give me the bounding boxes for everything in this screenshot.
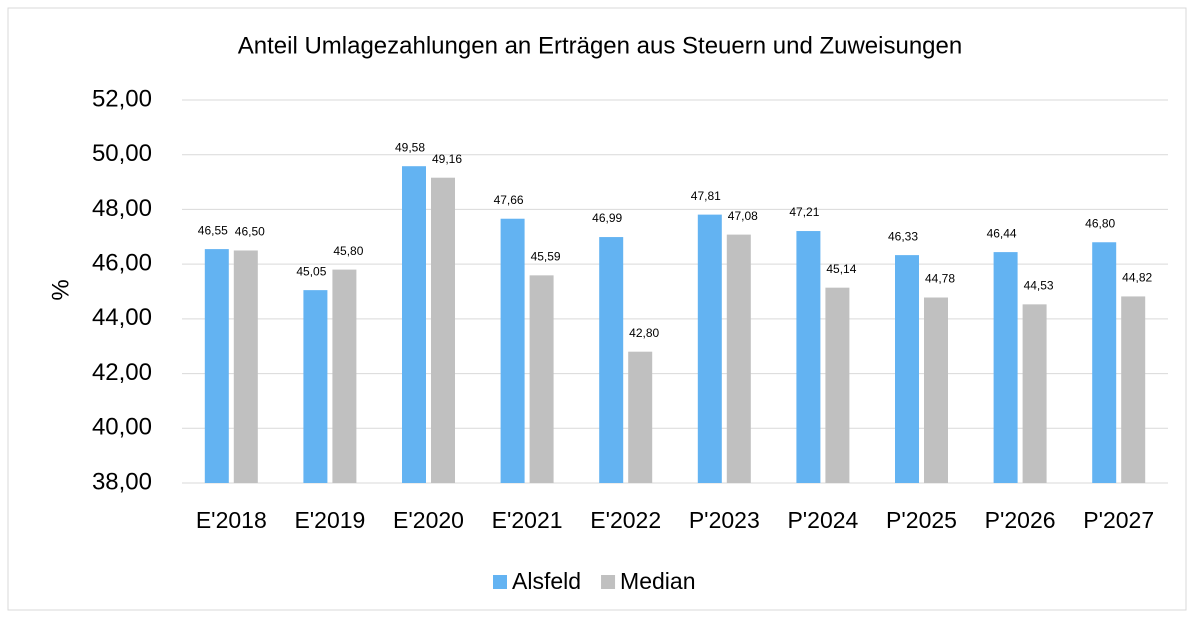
x-tick-label: E'2020 (393, 507, 464, 533)
data-label: 49,16 (432, 152, 462, 166)
bar (431, 177, 455, 484)
legend-swatch (601, 575, 616, 589)
data-label: 44,53 (1024, 279, 1054, 293)
chart-border (7, 7, 1187, 611)
x-tick-label: E'2019 (294, 507, 365, 533)
data-label: 44,82 (1122, 271, 1152, 285)
bar (204, 249, 229, 483)
data-label: 46,50 (235, 225, 265, 239)
bar (1022, 304, 1047, 483)
data-label: 45,59 (531, 250, 561, 264)
chart-title: Anteil Umlagezahlungen an Erträgen aus S… (238, 32, 962, 59)
bar (924, 297, 948, 483)
bar (1092, 242, 1117, 483)
data-label: 46,44 (987, 226, 1017, 240)
y-tick-label: 50,00 (92, 140, 152, 167)
legend-swatch (493, 575, 507, 589)
bar (697, 214, 722, 483)
y-tick-label: 44,00 (92, 304, 152, 331)
data-label: 46,99 (592, 211, 622, 225)
data-label: 49,58 (395, 140, 425, 154)
bar (599, 237, 624, 483)
x-tick-label: P'2027 (1083, 507, 1154, 533)
legend-label: Median (620, 568, 695, 594)
data-label: 47,21 (789, 205, 819, 219)
y-tick-label: 38,00 (92, 468, 152, 495)
bar (796, 231, 821, 483)
bar (332, 269, 357, 483)
bar (303, 290, 328, 483)
x-tick-label: P'2024 (787, 507, 858, 533)
x-tick-label: E'2021 (492, 507, 563, 533)
data-label: 47,08 (728, 209, 758, 223)
data-label: 47,81 (691, 189, 721, 203)
bar (726, 234, 751, 483)
x-tick-label: P'2023 (689, 507, 760, 533)
data-label: 42,80 (629, 326, 659, 340)
x-tick-label: E'2022 (590, 507, 661, 533)
data-label: 45,05 (296, 264, 326, 278)
x-tick-label: E'2018 (196, 507, 267, 533)
bar (993, 252, 1018, 483)
bar (233, 250, 258, 483)
bar (825, 287, 850, 483)
bar (628, 351, 653, 483)
y-tick-label: 48,00 (92, 195, 152, 222)
y-tick-label: 52,00 (92, 85, 152, 112)
y-axis-label: % (47, 279, 74, 300)
legend-label: Alsfeld (512, 568, 581, 594)
data-label: 44,78 (925, 272, 955, 286)
y-tick-label: 46,00 (92, 249, 152, 276)
data-label: 45,80 (333, 244, 363, 258)
bar (500, 218, 525, 484)
data-label: 46,80 (1085, 216, 1115, 230)
bar (529, 275, 554, 483)
bar (895, 255, 919, 483)
y-tick-label: 40,00 (92, 414, 152, 441)
bar (1121, 296, 1146, 483)
y-tick-label: 42,00 (92, 359, 152, 386)
data-label: 46,33 (888, 229, 918, 243)
data-label: 47,66 (494, 193, 524, 207)
x-tick-label: P'2026 (985, 507, 1056, 533)
bar (402, 166, 426, 483)
data-label: 45,14 (826, 262, 856, 276)
x-tick-label: P'2025 (886, 507, 957, 533)
data-label: 46,55 (198, 223, 228, 237)
